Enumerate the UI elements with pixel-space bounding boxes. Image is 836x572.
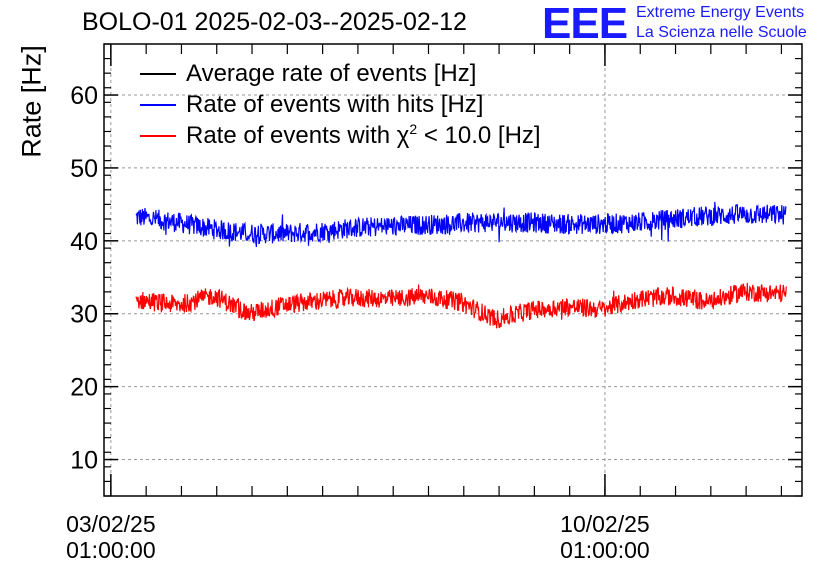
legend-swatch-average bbox=[140, 72, 176, 75]
y-axis-label: Rate [Hz] bbox=[16, 45, 47, 158]
x-tick-label-time: 01:00:00 bbox=[66, 537, 156, 563]
chart-tick-labels: 10203040506003/02/2501:00:0010/02/2501:0… bbox=[66, 82, 650, 563]
logo-caption-line2: La Scienza nelle Scuole bbox=[636, 24, 807, 41]
x-tick-label-date: 03/02/25 bbox=[66, 511, 156, 537]
y-tick-label: 30 bbox=[70, 301, 98, 329]
legend-chi2-prefix: Rate of events with bbox=[186, 122, 397, 149]
series-line-1 bbox=[135, 201, 787, 248]
legend-chi2-exp: 2 bbox=[409, 121, 418, 137]
legend-swatch-hits bbox=[140, 103, 176, 106]
legend-entry-average: Average rate of events [Hz] bbox=[140, 58, 541, 89]
y-tick-label: 50 bbox=[70, 155, 98, 183]
legend-entry-hits: Rate of events with hits [Hz] bbox=[140, 89, 541, 120]
plot-frame bbox=[103, 43, 803, 497]
y-tick-label: 20 bbox=[70, 374, 98, 402]
legend-chi2-symbol: χ bbox=[396, 122, 410, 149]
y-tick-label: 10 bbox=[70, 447, 98, 475]
logo-caption: Extreme Energy Events La Scienza nelle S… bbox=[636, 3, 807, 43]
x-tick-label-date: 10/02/25 bbox=[560, 511, 650, 537]
chart-ticks bbox=[104, 43, 802, 497]
chart-legend: Average rate of events [Hz] Rate of even… bbox=[140, 58, 541, 151]
legend-swatch-chi2 bbox=[140, 134, 176, 137]
legend-entry-chi2: Rate of events with χ2 < 10.0 [Hz] bbox=[140, 120, 541, 151]
legend-label-hits: Rate of events with hits [Hz] bbox=[186, 90, 484, 118]
eee-logo: EEE bbox=[542, 0, 628, 48]
legend-label-chi2: Rate of events with χ2 < 10.0 [Hz] bbox=[186, 121, 541, 150]
x-tick-label-time: 01:00:00 bbox=[560, 537, 650, 563]
legend-label-average: Average rate of events [Hz] bbox=[186, 59, 477, 87]
logo-caption-line1: Extreme Energy Events bbox=[636, 4, 805, 21]
chart-series bbox=[135, 201, 787, 329]
legend-chi2-rest: < 10.0 [Hz] bbox=[417, 122, 541, 149]
chart-grid bbox=[104, 44, 802, 496]
series-line-2 bbox=[135, 282, 787, 329]
chart-title: BOLO-01 2025-02-03--2025-02-12 bbox=[82, 8, 467, 36]
y-tick-label: 40 bbox=[70, 228, 98, 256]
y-tick-label: 60 bbox=[70, 82, 98, 110]
